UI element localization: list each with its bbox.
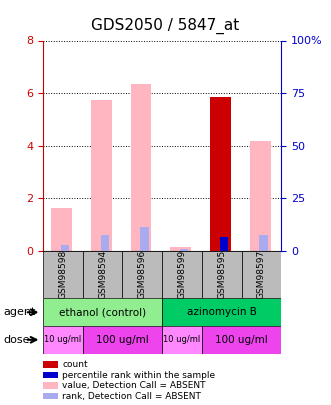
FancyBboxPatch shape bbox=[162, 298, 281, 326]
FancyBboxPatch shape bbox=[162, 251, 202, 298]
Text: GSM98599: GSM98599 bbox=[177, 250, 187, 299]
Bar bbox=[260, 235, 268, 251]
FancyBboxPatch shape bbox=[242, 251, 281, 298]
FancyBboxPatch shape bbox=[43, 298, 162, 326]
FancyBboxPatch shape bbox=[122, 251, 162, 298]
Bar bbox=[61, 245, 69, 251]
Text: 100 ug/ml: 100 ug/ml bbox=[96, 335, 149, 345]
Bar bbox=[130, 84, 151, 251]
FancyBboxPatch shape bbox=[162, 326, 202, 354]
Text: GDS2050 / 5847_at: GDS2050 / 5847_at bbox=[91, 18, 240, 34]
FancyBboxPatch shape bbox=[43, 251, 83, 298]
FancyBboxPatch shape bbox=[202, 251, 242, 298]
Text: value, Detection Call = ABSENT: value, Detection Call = ABSENT bbox=[62, 381, 206, 390]
Bar bbox=[91, 100, 112, 251]
FancyBboxPatch shape bbox=[43, 326, 83, 354]
Bar bbox=[210, 97, 231, 251]
Text: dose: dose bbox=[3, 335, 30, 345]
Text: 100 ug/ml: 100 ug/ml bbox=[215, 335, 268, 345]
Bar bbox=[220, 237, 228, 251]
FancyBboxPatch shape bbox=[83, 326, 162, 354]
Text: rank, Detection Call = ABSENT: rank, Detection Call = ABSENT bbox=[62, 392, 201, 401]
Text: GSM98597: GSM98597 bbox=[257, 250, 266, 299]
Text: percentile rank within the sample: percentile rank within the sample bbox=[62, 371, 215, 379]
FancyBboxPatch shape bbox=[202, 326, 281, 354]
Text: agent: agent bbox=[3, 307, 36, 317]
Bar bbox=[101, 235, 109, 251]
Text: count: count bbox=[62, 360, 88, 369]
FancyBboxPatch shape bbox=[83, 251, 122, 298]
Text: GSM98598: GSM98598 bbox=[58, 250, 68, 299]
Text: GSM98596: GSM98596 bbox=[138, 250, 147, 299]
Bar bbox=[51, 208, 72, 251]
Bar bbox=[180, 249, 188, 251]
Text: azinomycin B: azinomycin B bbox=[187, 307, 257, 317]
Text: GSM98595: GSM98595 bbox=[217, 250, 226, 299]
Text: ethanol (control): ethanol (control) bbox=[59, 307, 146, 317]
Bar bbox=[170, 247, 191, 251]
Text: 10 ug/ml: 10 ug/ml bbox=[164, 335, 201, 344]
Text: 10 ug/ml: 10 ug/ml bbox=[44, 335, 81, 344]
Bar bbox=[250, 141, 270, 251]
Bar bbox=[140, 228, 149, 251]
Text: GSM98594: GSM98594 bbox=[98, 250, 107, 299]
